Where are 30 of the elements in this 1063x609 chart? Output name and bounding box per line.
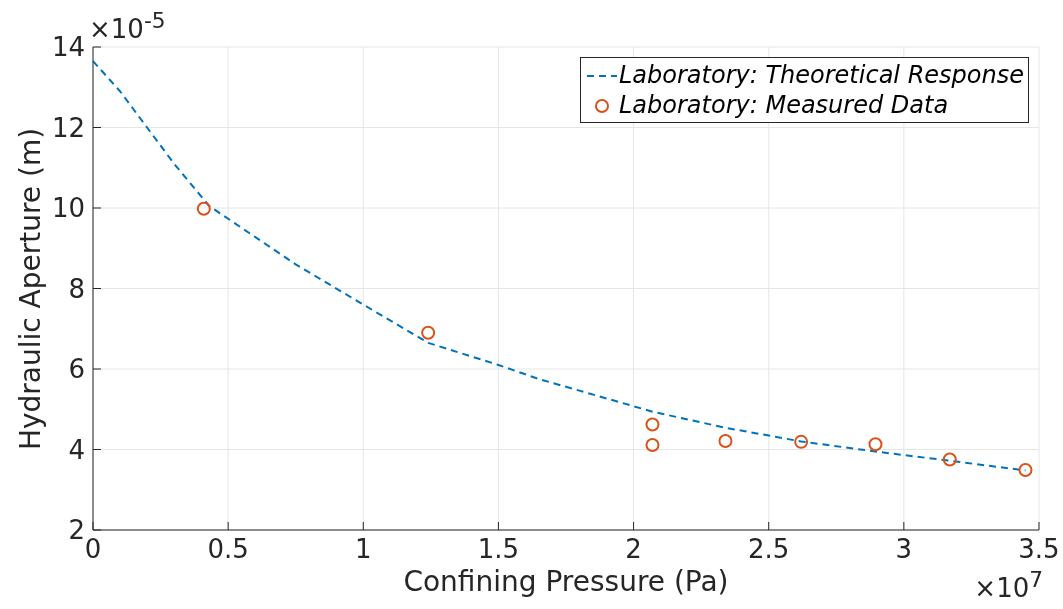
- x-tick-label: 0: [84, 534, 102, 565]
- point: [421, 325, 436, 340]
- x-tick-label: 1: [355, 534, 372, 565]
- point: [868, 437, 883, 452]
- x-tick-label: 3: [895, 534, 913, 565]
- x-tick-label: 2.5: [748, 534, 790, 565]
- text: ×10$^{-5}$: [89, 8, 166, 44]
- legend-label: Laboratory: Measured Data: [618, 91, 949, 119]
- y-tick-label: 8: [68, 273, 85, 304]
- x-tick-label: 1.5: [477, 534, 520, 565]
- point: [718, 434, 733, 449]
- x-tick-label: 3.5: [1018, 534, 1060, 565]
- point: [1018, 463, 1033, 478]
- point: [196, 201, 211, 216]
- x-tick-label: 0.5: [207, 534, 249, 565]
- x-tick-label: 2: [625, 534, 642, 565]
- legend-label: Laboratory: Theoretical Response: [618, 61, 1024, 89]
- y-tick-label: 14: [51, 32, 85, 63]
- point: [942, 452, 957, 467]
- y-axis-title: Hydraulic Aperture (m): [13, 127, 47, 450]
- y-tick-label: 4: [68, 434, 85, 465]
- y-tick-label: 12: [51, 112, 85, 143]
- point: [645, 417, 660, 432]
- point: [645, 438, 660, 453]
- y-tick-label: 2: [68, 515, 85, 546]
- y-tick-label: 10: [51, 193, 85, 224]
- x-axis-title: Confining Pressure (Pa): [403, 565, 729, 598]
- point: [794, 434, 809, 449]
- y-tick-label: 6: [68, 354, 85, 385]
- text: ×10$^{7}$: [974, 567, 1043, 603]
